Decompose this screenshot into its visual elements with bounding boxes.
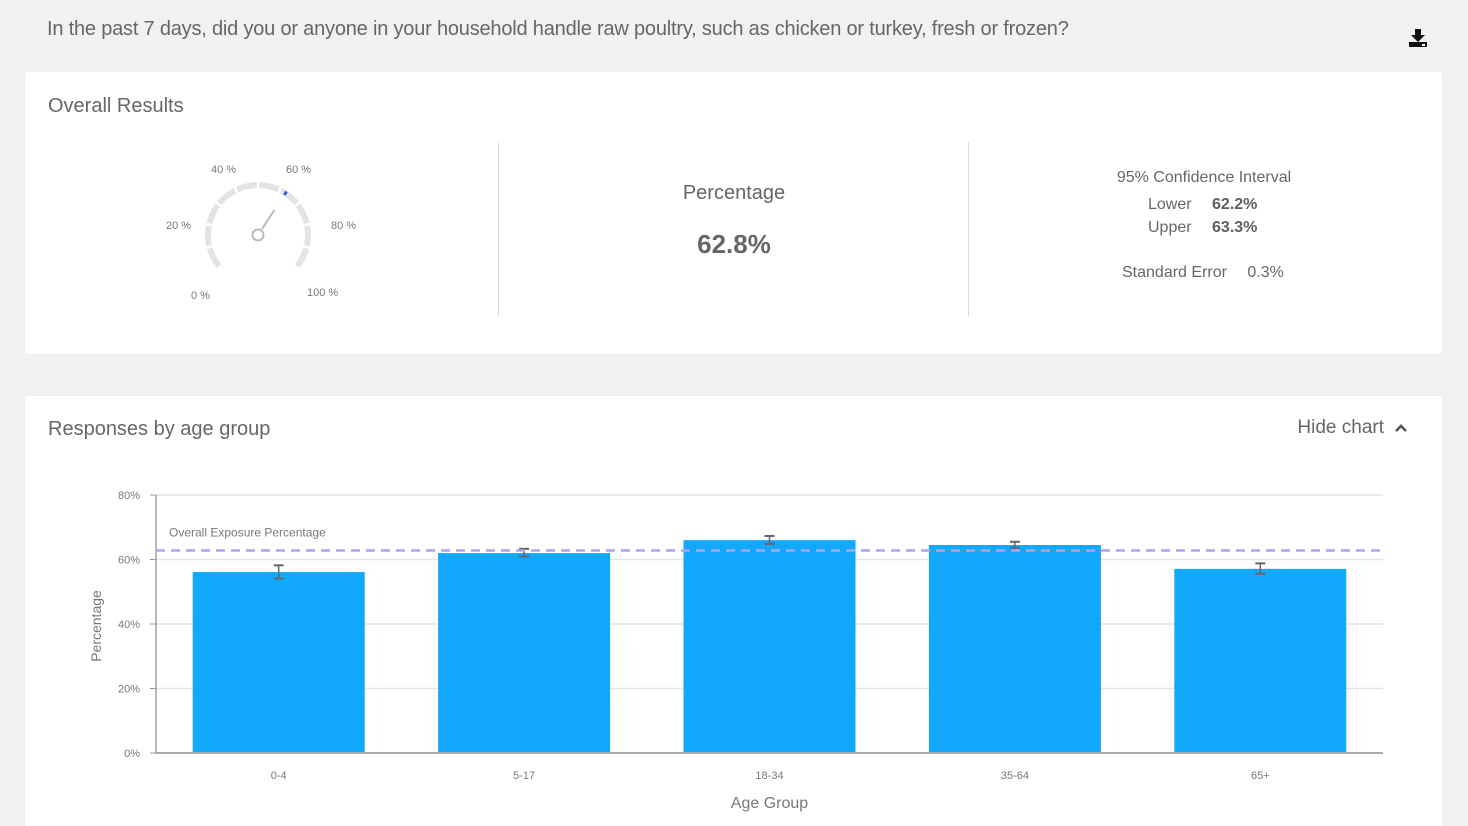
standard-error-value: 0.3%: [1247, 264, 1284, 281]
age-group-card: Responses by age group Hide chart 0% 20% 4…: [25, 396, 1442, 826]
percentage-value: 62.8%: [697, 229, 771, 259]
y-tick-label: 40%: [118, 619, 140, 631]
ci-upper-value: 63.3%: [1212, 219, 1258, 236]
gauge-label-0: 0 %: [191, 290, 210, 302]
gauge-track-segment: [279, 187, 299, 206]
gauge-label-80: 80 %: [331, 220, 357, 232]
gauge-label-60: 60 %: [286, 164, 312, 176]
gauge-dial: [205, 182, 311, 268]
y-tick-label: 60%: [118, 555, 140, 567]
overall-results-title: Overall Results: [48, 95, 184, 117]
age-group-bar-chart: 0% 20% 40% 60% 80% 0-4 5-17 18-34 35-64 65+ Overal…: [88, 490, 1383, 812]
gauge-track-segment: [205, 225, 213, 247]
bar-65+: [1174, 568, 1347, 753]
bar-35-64: [928, 544, 1101, 753]
x-tick-label: 18-34: [755, 770, 783, 782]
gauge-track-segment: [206, 203, 221, 225]
standard-error-label: Standard Error: [1122, 264, 1227, 281]
download-button[interactable]: [1408, 27, 1428, 49]
ci-title: 95% Confidence Interval: [1116, 169, 1292, 186]
hide-chart-label: Hide chart: [1297, 417, 1384, 438]
x-tick-label: 35-64: [1001, 770, 1029, 782]
standard-error-row: Standard Error 0.3%: [1122, 264, 1284, 282]
gauge-value-marker: [283, 190, 288, 196]
x-tick-label: 0-4: [271, 770, 287, 782]
question-title: In the past 7 days, did you or anyone in…: [47, 18, 1069, 40]
percentage-block: Percentage 62.8%: [499, 182, 969, 260]
gauge-track-segment: [295, 203, 310, 225]
percentage-label: Percentage: [682, 182, 786, 204]
x-tick-label: 65+: [1251, 770, 1270, 782]
gauge-track-segment: [217, 187, 237, 206]
gauge-needle: [261, 209, 276, 230]
ci-lower-row: Lower 62.2%: [1148, 196, 1257, 214]
ci-lower-value: 62.2%: [1212, 196, 1258, 213]
gauge-label-40: 40 %: [211, 164, 237, 176]
gauge-hub: [251, 228, 265, 242]
gauge-label-20: 20 %: [166, 220, 192, 232]
gauge-track-segment: [206, 247, 222, 268]
y-tick-label: 20%: [118, 684, 140, 696]
gauge-label-100: 100 %: [307, 287, 339, 299]
age-group-title: Responses by age group: [48, 418, 271, 440]
divider: [498, 142, 499, 316]
bar-18-34: [683, 540, 856, 753]
gauge-track-segment: [303, 225, 311, 247]
gauge-track-segment: [236, 182, 257, 193]
overall-results-card: Overall Results 0 % 20 % 40 % 60 % 80 % …: [25, 72, 1442, 354]
hide-chart-toggle[interactable]: Hide chart: [1297, 417, 1408, 439]
y-axis-label: Percentage: [88, 590, 104, 662]
bar-5-17: [438, 553, 611, 753]
gauge-track-segment: [259, 182, 280, 193]
x-axis-label: Age Group: [731, 795, 808, 812]
ci-lower-label: Lower: [1148, 196, 1192, 213]
download-icon: [1409, 29, 1427, 47]
ci-upper-row: Upper 63.3%: [1148, 219, 1257, 237]
y-tick-label: 0%: [124, 748, 140, 760]
gauge-track-segment: [294, 247, 310, 268]
ci-upper-label: Upper: [1148, 219, 1192, 236]
divider: [968, 142, 969, 316]
x-tick-label: 5-17: [513, 770, 535, 782]
y-tick-label: 80%: [118, 490, 140, 502]
percentage-gauge: 0 % 20 % 40 % 60 % 80 % 100 %: [155, 162, 375, 312]
chevron-up-icon: [1395, 424, 1407, 432]
bar-0-4: [192, 572, 365, 753]
overall-exposure-label: Overall Exposure Percentage: [169, 525, 326, 539]
confidence-interval-block: 95% Confidence Interval Lower 62.2% Uppe…: [969, 169, 1439, 281]
